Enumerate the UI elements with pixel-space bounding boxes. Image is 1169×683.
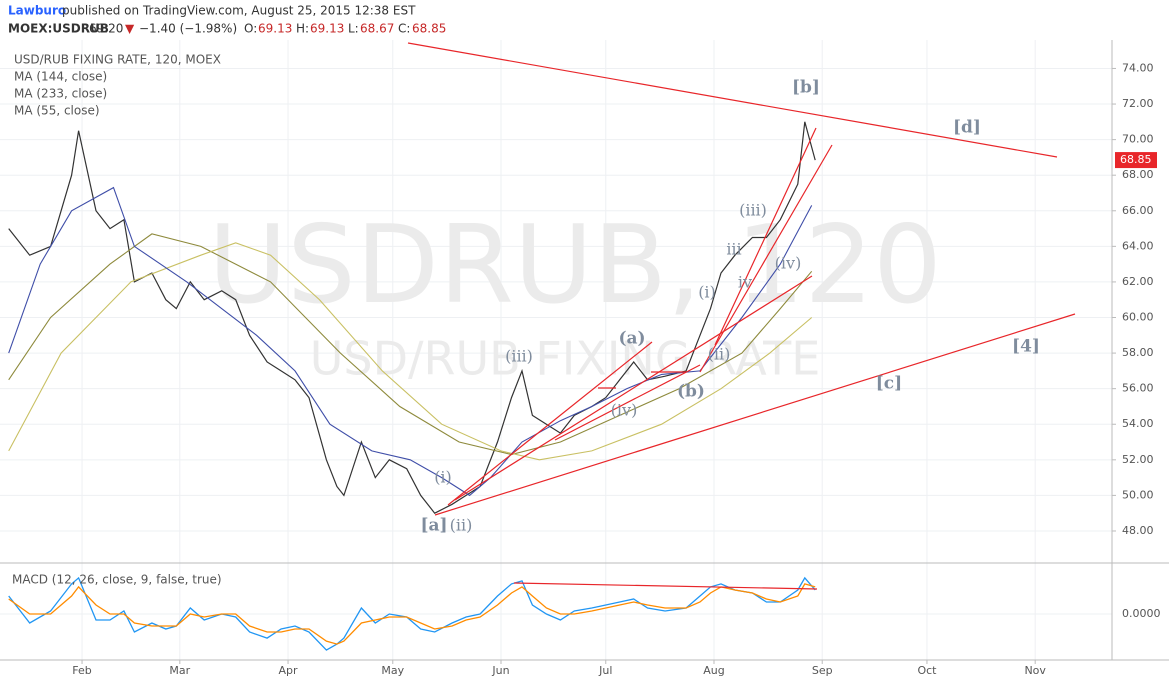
close-label: C: xyxy=(398,22,410,36)
y-tick-label: 54.00 xyxy=(1122,417,1154,430)
y-tick-label: 0.0000 xyxy=(1122,607,1161,620)
price: 69.20 xyxy=(89,22,123,36)
y-tick-label: 60.00 xyxy=(1122,311,1154,324)
x-tick-label: Mar xyxy=(169,664,190,677)
high: 69.13 xyxy=(310,22,344,36)
x-tick-label: Sep xyxy=(812,664,833,677)
y-tick-label: 52.00 xyxy=(1122,453,1154,466)
author[interactable]: Lawburo xyxy=(8,4,66,18)
trendline xyxy=(447,341,653,506)
x-tick-label: Apr xyxy=(279,664,299,677)
wave-label: [c] xyxy=(876,374,902,394)
ma-line xyxy=(8,242,813,461)
wave-label: (a) xyxy=(618,329,645,349)
wave-label: iv xyxy=(738,273,752,292)
last-price-tag xyxy=(1115,152,1157,169)
x-tick-label: Oct xyxy=(917,664,937,677)
y-tick-label: 68.00 xyxy=(1122,168,1154,181)
change: −1.40 (−1.98%) xyxy=(139,22,237,36)
legend-entry: MA (144, close) xyxy=(14,70,107,84)
wave-label: (iv) xyxy=(611,401,638,420)
macd-title: MACD (12, 26, close, 9, false, true) xyxy=(12,573,222,587)
wave-label: (ii) xyxy=(450,516,473,535)
symbol: MOEX:USDRUB xyxy=(8,22,109,36)
x-tick-label: Jun xyxy=(491,664,509,677)
x-tick-label: Jul xyxy=(598,664,612,677)
y-tick-label: 64.00 xyxy=(1122,239,1154,252)
x-tick-label: Aug xyxy=(703,664,724,677)
published: published on TradingView.com, August 25,… xyxy=(62,4,416,18)
trendline xyxy=(513,582,818,590)
ma-line xyxy=(8,186,813,497)
trendline xyxy=(699,144,833,373)
wave-label: [4] xyxy=(1012,337,1040,357)
legend-entry: MA (233, close) xyxy=(14,87,107,101)
y-tick-label: 74.00 xyxy=(1122,61,1154,74)
y-tick-label: 66.00 xyxy=(1122,204,1154,217)
macd-line xyxy=(8,576,816,651)
y-tick-label: 62.00 xyxy=(1122,275,1154,288)
wave-label: (i) xyxy=(434,468,452,487)
plot xyxy=(8,121,816,651)
macd-line xyxy=(8,583,816,645)
trendline xyxy=(434,313,1076,516)
high-label: H: xyxy=(296,22,309,36)
x-tick-label: Feb xyxy=(72,664,91,677)
trendline xyxy=(554,364,701,441)
x-tick-label: Nov xyxy=(1024,664,1046,677)
legend-entry: USD/RUB FIXING RATE, 120, MOEX xyxy=(14,53,221,67)
close: 68.85 xyxy=(412,22,446,36)
low-label: L: xyxy=(348,22,359,36)
open-label: O: xyxy=(244,22,257,36)
y-tick-label: 56.00 xyxy=(1122,382,1154,395)
grid xyxy=(0,40,1112,660)
x-tick-label: May xyxy=(381,664,404,677)
y-tick-label: 70.00 xyxy=(1122,133,1154,146)
watermark-name: USD/RUB FIXING RATE xyxy=(310,332,821,386)
wave-label: (i) xyxy=(698,283,716,302)
wave-label: iii xyxy=(726,240,741,259)
legend-entry: MA (55, close) xyxy=(14,104,100,118)
wave-label: (b) xyxy=(677,382,705,402)
y-tick-label: 58.00 xyxy=(1122,346,1154,359)
wave-label: [b] xyxy=(792,78,820,98)
price-line xyxy=(8,121,816,514)
wave-label: [a] xyxy=(420,516,447,536)
ma-line xyxy=(8,233,813,456)
trendline xyxy=(454,275,813,501)
y-tick-label: 72.00 xyxy=(1122,97,1154,110)
wave-label: (iii) xyxy=(505,347,533,366)
watermark-symbol: USDRUB, 120 xyxy=(208,203,942,328)
trendlines xyxy=(407,42,1076,590)
wave-label: (iv) xyxy=(775,254,802,273)
y-tick-label: 48.00 xyxy=(1122,524,1154,537)
arrow: ▼ xyxy=(125,22,135,36)
trendline xyxy=(407,42,1058,158)
last-price-label: 68.85 xyxy=(1120,153,1152,166)
trendline xyxy=(714,127,817,346)
wave-label: [d] xyxy=(953,118,981,138)
open: 69.13 xyxy=(258,22,292,36)
wave-label: (iii) xyxy=(739,201,767,220)
wave-label: (ii) xyxy=(708,345,731,364)
y-tick-label: 50.00 xyxy=(1122,488,1154,501)
low: 68.67 xyxy=(360,22,394,36)
